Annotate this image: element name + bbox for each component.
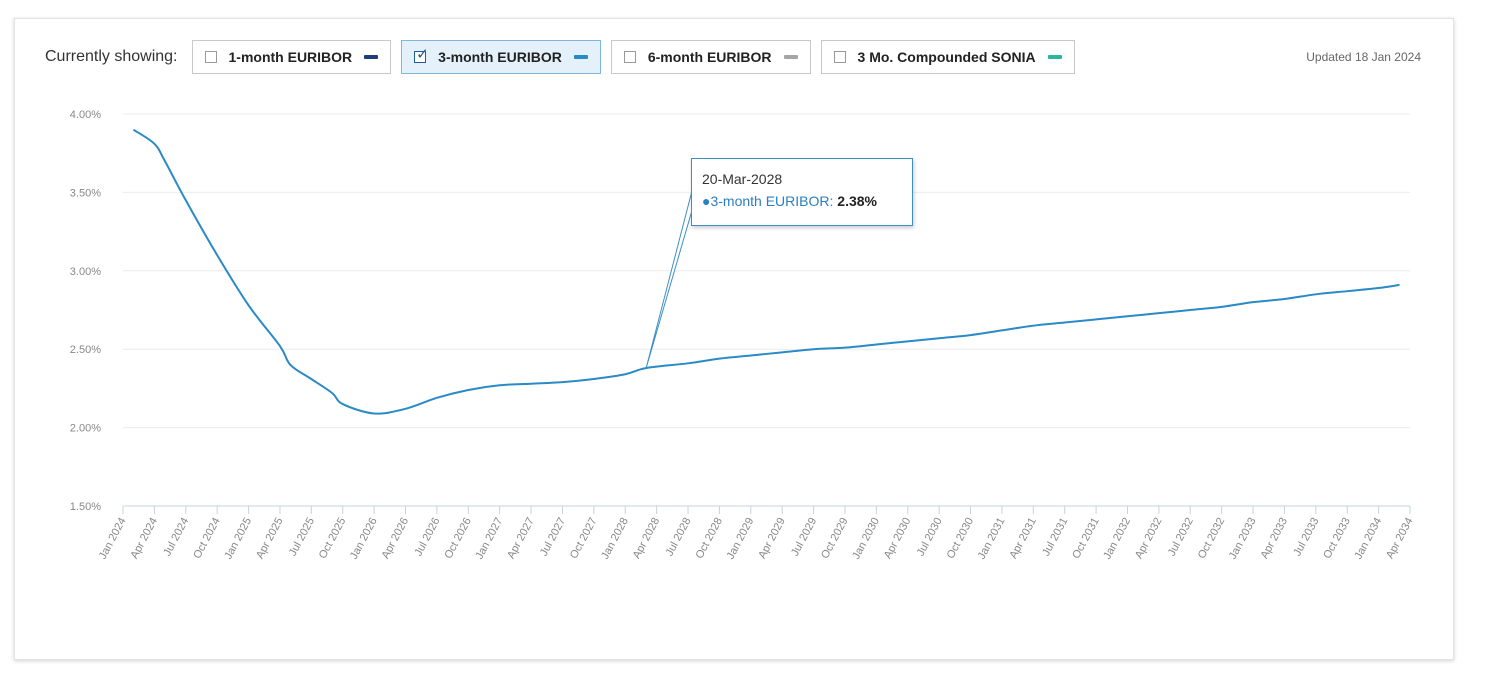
y-tick-label: 3.50% [70,187,101,199]
x-tick-label: Oct 2027 [568,516,600,561]
series-swatch [1047,55,1062,59]
tooltip-value: 2.38% [837,193,877,209]
x-tick-label: Apr 2031 [1007,516,1039,561]
x-tick-label: Jan 2033 [1227,516,1259,562]
x-tick-label: Jan 2032 [1101,516,1133,562]
x-tick-label: Oct 2025 [317,516,349,561]
x-tick-label: Jan 2031 [976,516,1008,562]
x-tick-label: Jul 2027 [538,516,568,558]
x-tick-label: Jan 2025 [222,516,254,562]
series-swatch [783,55,798,59]
tooltip-row: ●3-month EURIBOR: 2.38% [702,193,902,209]
x-tick-label: Jan 2029 [725,516,757,562]
x-tick-label: Apr 2033 [1259,516,1291,561]
x-tick-label: Oct 2032 [1196,516,1228,561]
checkbox-icon[interactable] [833,51,846,63]
toggle-6-month-euribor[interactable]: 6-month EURIBOR [610,40,811,74]
x-tick-label: Jan 2028 [599,516,631,562]
x-tick-label: Oct 2033 [1321,516,1353,561]
x-tick-label: Jan 2024 [97,516,129,562]
x-tick-label: Jan 2026 [348,516,380,562]
checkbox-checked-icon[interactable]: ✓ [414,47,429,63]
y-tick-label: 3.00% [70,266,101,278]
checkbox-icon[interactable] [623,51,636,63]
x-tick-label: Jan 2030 [850,516,882,562]
x-tick-label: Apr 2024 [128,516,160,561]
x-tick-label: Oct 2029 [819,516,851,561]
x-tick-label: Apr 2025 [254,516,286,561]
x-tick-label: Jul 2031 [1040,516,1070,558]
x-tick-label: Oct 2028 [694,516,726,561]
toggle-3-month-euribor[interactable]: ✓ 3-month EURIBOR [401,40,601,74]
toggle-label: 1-month EURIBOR [228,49,353,65]
x-tick-label: Apr 2030 [882,516,914,561]
x-tick-label: Jul 2032 [1166,516,1196,558]
y-tick-label: 2.00% [70,423,101,435]
tooltip-series: 3-month EURIBOR: [710,193,834,209]
x-tick-label: Jul 2024 [161,516,191,558]
x-tick-label: Jul 2030 [915,516,945,558]
tooltip-date: 20-Mar-2028 [702,171,783,187]
toggle-3-mo-compounded-sonia[interactable]: 3 Mo. Compounded SONIA [820,40,1075,74]
tooltip-pointer [645,186,694,369]
series-swatch [364,55,379,59]
x-tick-label: Oct 2026 [442,516,474,561]
series-line-3-month-euribor [132,128,1400,415]
toggle-label: 6-month EURIBOR [647,49,772,65]
x-tick-label: Apr 2026 [380,516,412,561]
tooltip-pointer-shape [645,186,694,369]
line-chart: 1.50%2.00%2.50%3.00%3.50%4.00% Jan 2024 A… [70,109,1416,562]
x-axis: Jan 2024 Apr 2024 Jul 2024 Oct 2024 Jan 2025… [97,505,1416,562]
x-tick-label: Jul 2028 [664,516,694,558]
y-tick-label: 1.50% [70,501,101,513]
x-tick-label: Jul 2033 [1291,516,1321,558]
series-toolbar: Currently showing: 1-month EURIBOR ✓ 3-m… [45,39,1085,75]
checkbox-icon[interactable] [204,51,217,63]
updated-timestamp: Updated 18 Jan 2024 [1306,50,1421,64]
x-tick-label: Jul 2025 [287,516,317,558]
x-tick-label: Jan 2034 [1352,516,1384,562]
x-tick-label: Oct 2031 [1070,516,1102,561]
checkmark-icon: ✓ [416,46,429,63]
chart-card: Currently showing: 1-month EURIBOR ✓ 3-m… [14,18,1454,660]
x-tick-label: Apr 2032 [1133,516,1165,561]
series-layer [132,128,1400,415]
series-swatch [573,55,588,59]
x-tick-label: Jul 2029 [789,516,819,558]
x-tick-label: Apr 2027 [505,516,537,561]
tooltip-bullet-icon: ● [702,193,711,209]
x-tick-label: Oct 2030 [945,516,977,561]
x-tick-label: Jan 2027 [473,516,505,562]
toggle-1-month-euribor[interactable]: 1-month EURIBOR [191,40,392,74]
x-tick-label: Apr 2034 [1384,516,1416,561]
y-tick-label: 4.00% [70,109,101,121]
x-tick-label: Jul 2026 [412,516,442,558]
x-tick-label: Oct 2024 [191,516,223,561]
x-tick-label: Apr 2029 [756,516,788,561]
toggle-label: 3-month EURIBOR [438,49,562,65]
y-axis: 1.50% 2.00% 2.50% 3.00% 3.50% 4.00% [70,109,101,513]
y-tick-label: 2.50% [70,344,101,356]
tooltip: 20-Mar-2028 ●3-month EURIBOR: 2.38% [691,158,913,226]
toggle-label: 3 Mo. Compounded SONIA [857,49,1036,65]
currently-showing-label: Currently showing: [45,48,178,65]
x-tick-label: Apr 2028 [631,516,663,561]
